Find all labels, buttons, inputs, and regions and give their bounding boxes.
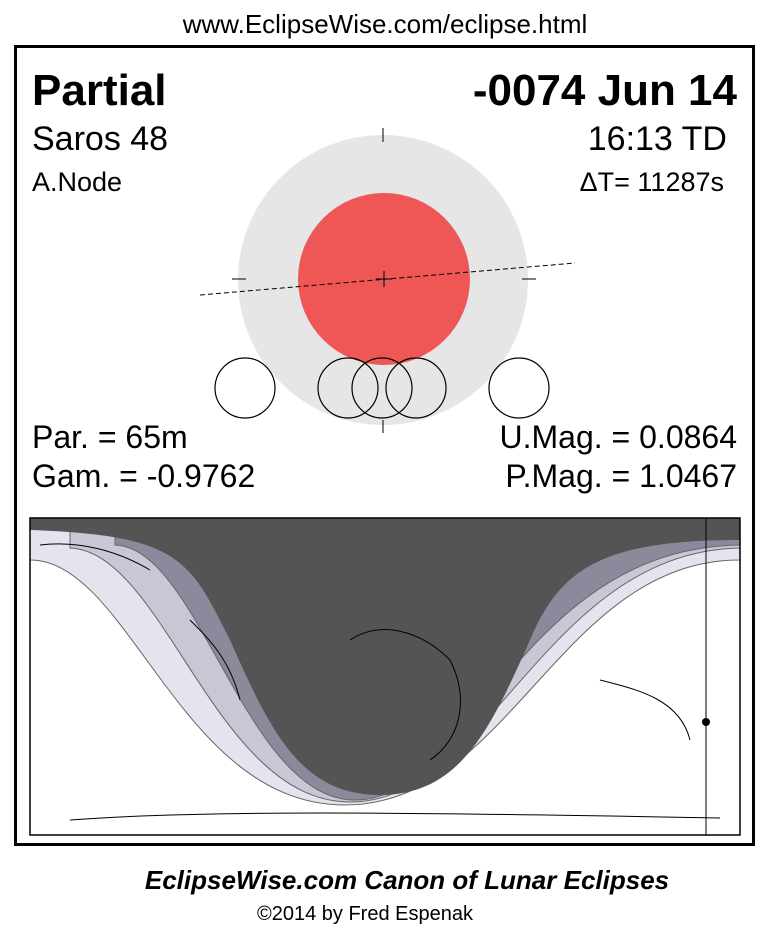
moon	[351, 357, 413, 419]
moon	[317, 357, 379, 419]
gam: Gam. = -0.9762	[32, 458, 255, 494]
pmag: P.Mag. = 1.0467	[505, 458, 737, 494]
footer-credit: ©2014 by Fred Espenak	[257, 903, 474, 925]
url: www.EclipseWise.com/eclipse.html	[182, 9, 588, 39]
map	[29, 517, 741, 836]
eclipse-date: -0074 Jun 14	[473, 66, 738, 115]
night-region	[30, 518, 740, 795]
moon	[488, 357, 550, 419]
moon	[214, 357, 276, 419]
frame	[14, 45, 755, 846]
sub-moon-point	[702, 718, 710, 726]
umag: U.Mag. = 0.0864	[500, 419, 737, 455]
delta-t: ΔT= 11287s	[580, 167, 724, 197]
time: 16:13 TD	[588, 120, 727, 158]
eclipse-type: Partial	[32, 66, 167, 115]
coastline	[39, 543, 721, 821]
eclipse-geometry	[199, 128, 576, 433]
map-frame	[29, 517, 741, 836]
node: A.Node	[32, 167, 122, 197]
moon	[385, 357, 447, 419]
saros: Saros 48	[32, 120, 168, 158]
par: Par. = 65m	[32, 419, 188, 455]
footer-title: EclipseWise.com Canon of Lunar Eclipses	[145, 865, 669, 895]
